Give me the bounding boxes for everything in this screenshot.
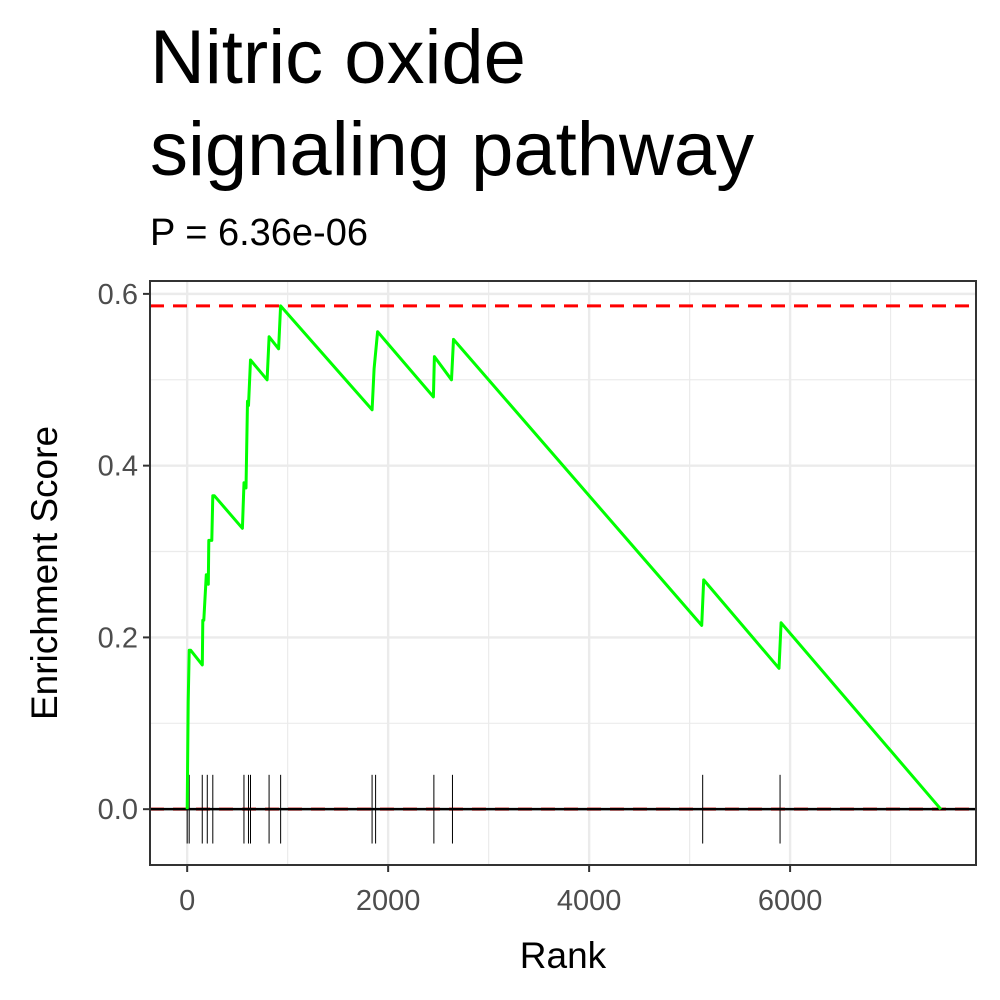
x-axis-title: Rank [520,935,607,976]
x-tick-label: 0 [179,885,195,917]
y-tick-label: 0.6 [98,279,138,311]
x-tick-label: 6000 [758,885,823,917]
x-tick-label: 4000 [557,885,622,917]
chart-subtitle: P = 6.36e-06 [150,212,368,254]
enrichment-curve-layer [185,304,942,811]
y-tick-label: 0.2 [98,622,138,654]
grid-lines [150,281,976,865]
chart-title-line-1: Nitric oxide [150,15,526,100]
chart-title-line-2: signaling pathway [150,107,755,192]
reference-lines [150,304,976,811]
y-axis-title: Enrichment Score [24,426,65,720]
enrichment-curve [185,304,942,811]
panel-border [149,280,977,866]
axis-ticks: 0.0 0.2 0.4 0.6 0 2000 4000 6000 [98,279,823,917]
x-tick-label: 2000 [356,885,421,917]
gene-hit-ticks [186,774,781,844]
y-tick-label: 0.4 [98,451,138,483]
y-tick-label: 0.0 [98,794,138,826]
